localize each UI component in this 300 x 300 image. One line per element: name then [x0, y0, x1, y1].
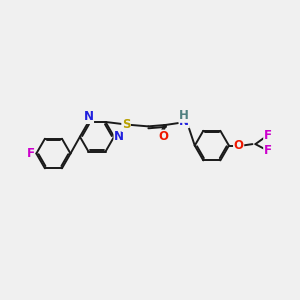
Text: S: S — [122, 118, 130, 131]
Text: N: N — [83, 110, 94, 124]
Text: O: O — [234, 139, 244, 152]
Text: N: N — [179, 115, 189, 128]
Text: O: O — [158, 130, 168, 143]
Text: F: F — [26, 147, 34, 160]
Text: F: F — [264, 144, 272, 157]
Text: N: N — [114, 130, 124, 143]
Text: F: F — [264, 129, 272, 142]
Text: H: H — [179, 109, 189, 122]
